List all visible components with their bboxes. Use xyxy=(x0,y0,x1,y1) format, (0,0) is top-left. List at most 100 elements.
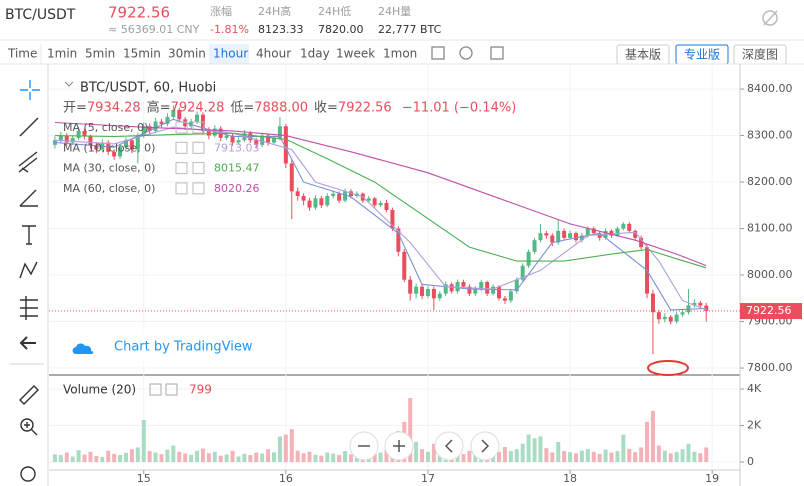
line-tool[interactable] xyxy=(19,117,39,137)
candle-body xyxy=(171,109,176,117)
volume-bar xyxy=(639,447,644,463)
candle-body xyxy=(289,163,294,192)
interval[interactable]: 4hour xyxy=(256,47,291,61)
volume-bar xyxy=(100,456,105,463)
candle-body xyxy=(82,130,87,137)
ruler-tool[interactable] xyxy=(19,385,39,405)
candle-body xyxy=(112,151,117,157)
collapse-icon[interactable] xyxy=(64,81,74,87)
candle-body xyxy=(425,288,430,296)
view-label[interactable]: 深度图 xyxy=(742,47,778,62)
view-label[interactable]: 基本版 xyxy=(625,48,661,62)
watermark[interactable]: Chart by TradingView xyxy=(66,330,266,362)
y-tick-label: 8000.00 xyxy=(747,268,793,281)
candle-body xyxy=(609,230,614,236)
volume-bar xyxy=(568,452,573,463)
candle-body xyxy=(437,293,442,299)
view-label[interactable]: 专业版 xyxy=(684,47,720,62)
volume-bar xyxy=(354,455,359,463)
interval[interactable]: 1min xyxy=(47,47,77,61)
annotation-circle xyxy=(647,360,689,376)
ma-settings[interactable] xyxy=(175,121,188,134)
candle-body xyxy=(325,195,330,206)
magnet-tool[interactable] xyxy=(20,466,36,482)
volume-bar xyxy=(189,454,194,463)
volume-bar xyxy=(206,453,211,463)
interval[interactable]: Time xyxy=(7,47,37,61)
stat-label: 24H高 xyxy=(258,4,291,18)
brush-tool[interactable] xyxy=(19,189,38,207)
candle-body xyxy=(272,137,277,143)
crosshair-tool[interactable] xyxy=(20,80,40,100)
volume-bar xyxy=(254,452,259,463)
price: 7922.56 xyxy=(108,4,170,22)
scroll-left[interactable] xyxy=(434,431,464,461)
volume-bar xyxy=(425,451,430,463)
ma-close[interactable] xyxy=(192,182,205,195)
candle-body xyxy=(260,135,265,145)
ma-settings[interactable] xyxy=(175,182,188,195)
interval[interactable]: 1mon xyxy=(383,47,417,61)
vol-close[interactable] xyxy=(165,383,178,396)
volume-bar xyxy=(272,452,277,463)
interval[interactable]: 5min xyxy=(85,47,115,61)
candle-body xyxy=(491,286,496,294)
interval[interactable]: 30min xyxy=(168,47,206,61)
interval[interactable]: 15min xyxy=(123,47,161,61)
candle-body xyxy=(579,235,584,241)
zoom-tool-plus[interactable] xyxy=(24,422,38,436)
ma-close[interactable] xyxy=(192,121,205,134)
volume-bar xyxy=(177,451,182,463)
candle-body xyxy=(562,230,567,238)
volume-bar xyxy=(343,451,348,463)
text-tool[interactable] xyxy=(22,225,36,245)
volume-bar xyxy=(502,447,507,463)
x-tick-label: 18 xyxy=(563,472,577,485)
channel-tool[interactable] xyxy=(18,151,38,173)
ma-close[interactable] xyxy=(192,141,205,154)
volume-bar xyxy=(159,454,164,463)
indicator-icon[interactable] xyxy=(431,46,445,60)
candle-body xyxy=(64,135,69,143)
volume-bar xyxy=(609,452,614,463)
vol-settings[interactable] xyxy=(149,383,162,396)
volume-bar xyxy=(573,453,578,463)
interval[interactable]: 1hour xyxy=(213,47,248,61)
volume-bar xyxy=(372,453,377,463)
volume-bar xyxy=(236,456,241,463)
ohlc-label: 低= xyxy=(230,101,254,116)
fib-tool[interactable] xyxy=(20,296,38,320)
candle-body xyxy=(414,286,419,294)
pattern-tool[interactable] xyxy=(19,261,38,279)
volume-current: 799 xyxy=(189,383,212,397)
stat-label: 涨幅 xyxy=(210,5,232,18)
zoom-tool[interactable] xyxy=(20,418,34,432)
ma-settings[interactable] xyxy=(175,141,188,154)
scroll-right[interactable] xyxy=(470,431,500,461)
candle-body xyxy=(520,265,525,280)
volume-bar xyxy=(248,455,253,463)
volume-bar xyxy=(129,449,134,463)
candle-body xyxy=(129,140,134,150)
volume-bar xyxy=(242,453,247,463)
ma-settings[interactable] xyxy=(175,162,188,175)
volume-bar xyxy=(621,434,626,463)
gear-icon[interactable] xyxy=(459,46,473,60)
volume-bar xyxy=(704,447,709,463)
fullscreen-icon[interactable] xyxy=(490,46,504,60)
volume-bar xyxy=(88,451,93,463)
candle-body xyxy=(485,282,490,294)
candle-body xyxy=(568,233,573,238)
candle-body xyxy=(301,195,306,201)
interval[interactable]: 1day xyxy=(300,47,330,61)
interval[interactable]: 1week xyxy=(336,47,375,61)
back-tool[interactable] xyxy=(19,336,36,350)
volume-bar xyxy=(514,449,519,463)
ma-close[interactable] xyxy=(192,162,205,175)
candle-body xyxy=(573,233,578,241)
ma-line xyxy=(54,118,707,311)
settings-icon[interactable] xyxy=(762,10,778,26)
grid xyxy=(49,64,740,470)
candle-body xyxy=(212,128,217,136)
volume-bar xyxy=(283,434,288,463)
